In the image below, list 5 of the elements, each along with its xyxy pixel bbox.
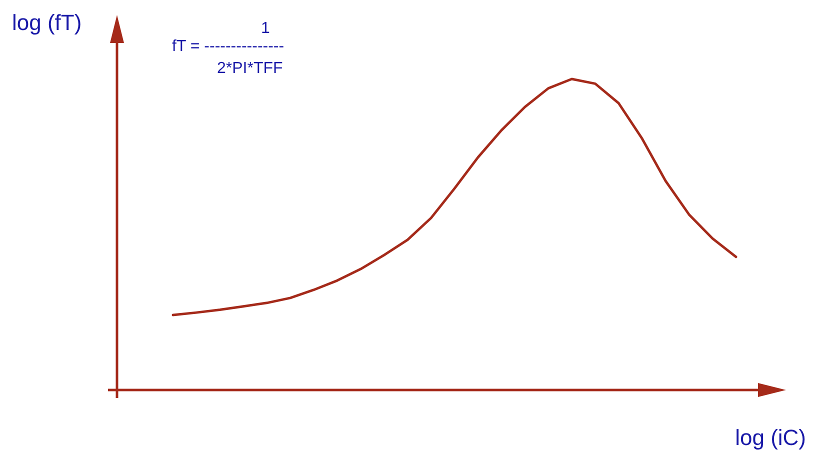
text: 1 <box>261 20 270 38</box>
x-axis-title: log (iC) <box>735 425 806 451</box>
text: 2*PI*TFF <box>217 60 283 78</box>
text: fT = --------------- <box>172 38 284 56</box>
y-axis-title: log (fT) <box>12 10 82 36</box>
